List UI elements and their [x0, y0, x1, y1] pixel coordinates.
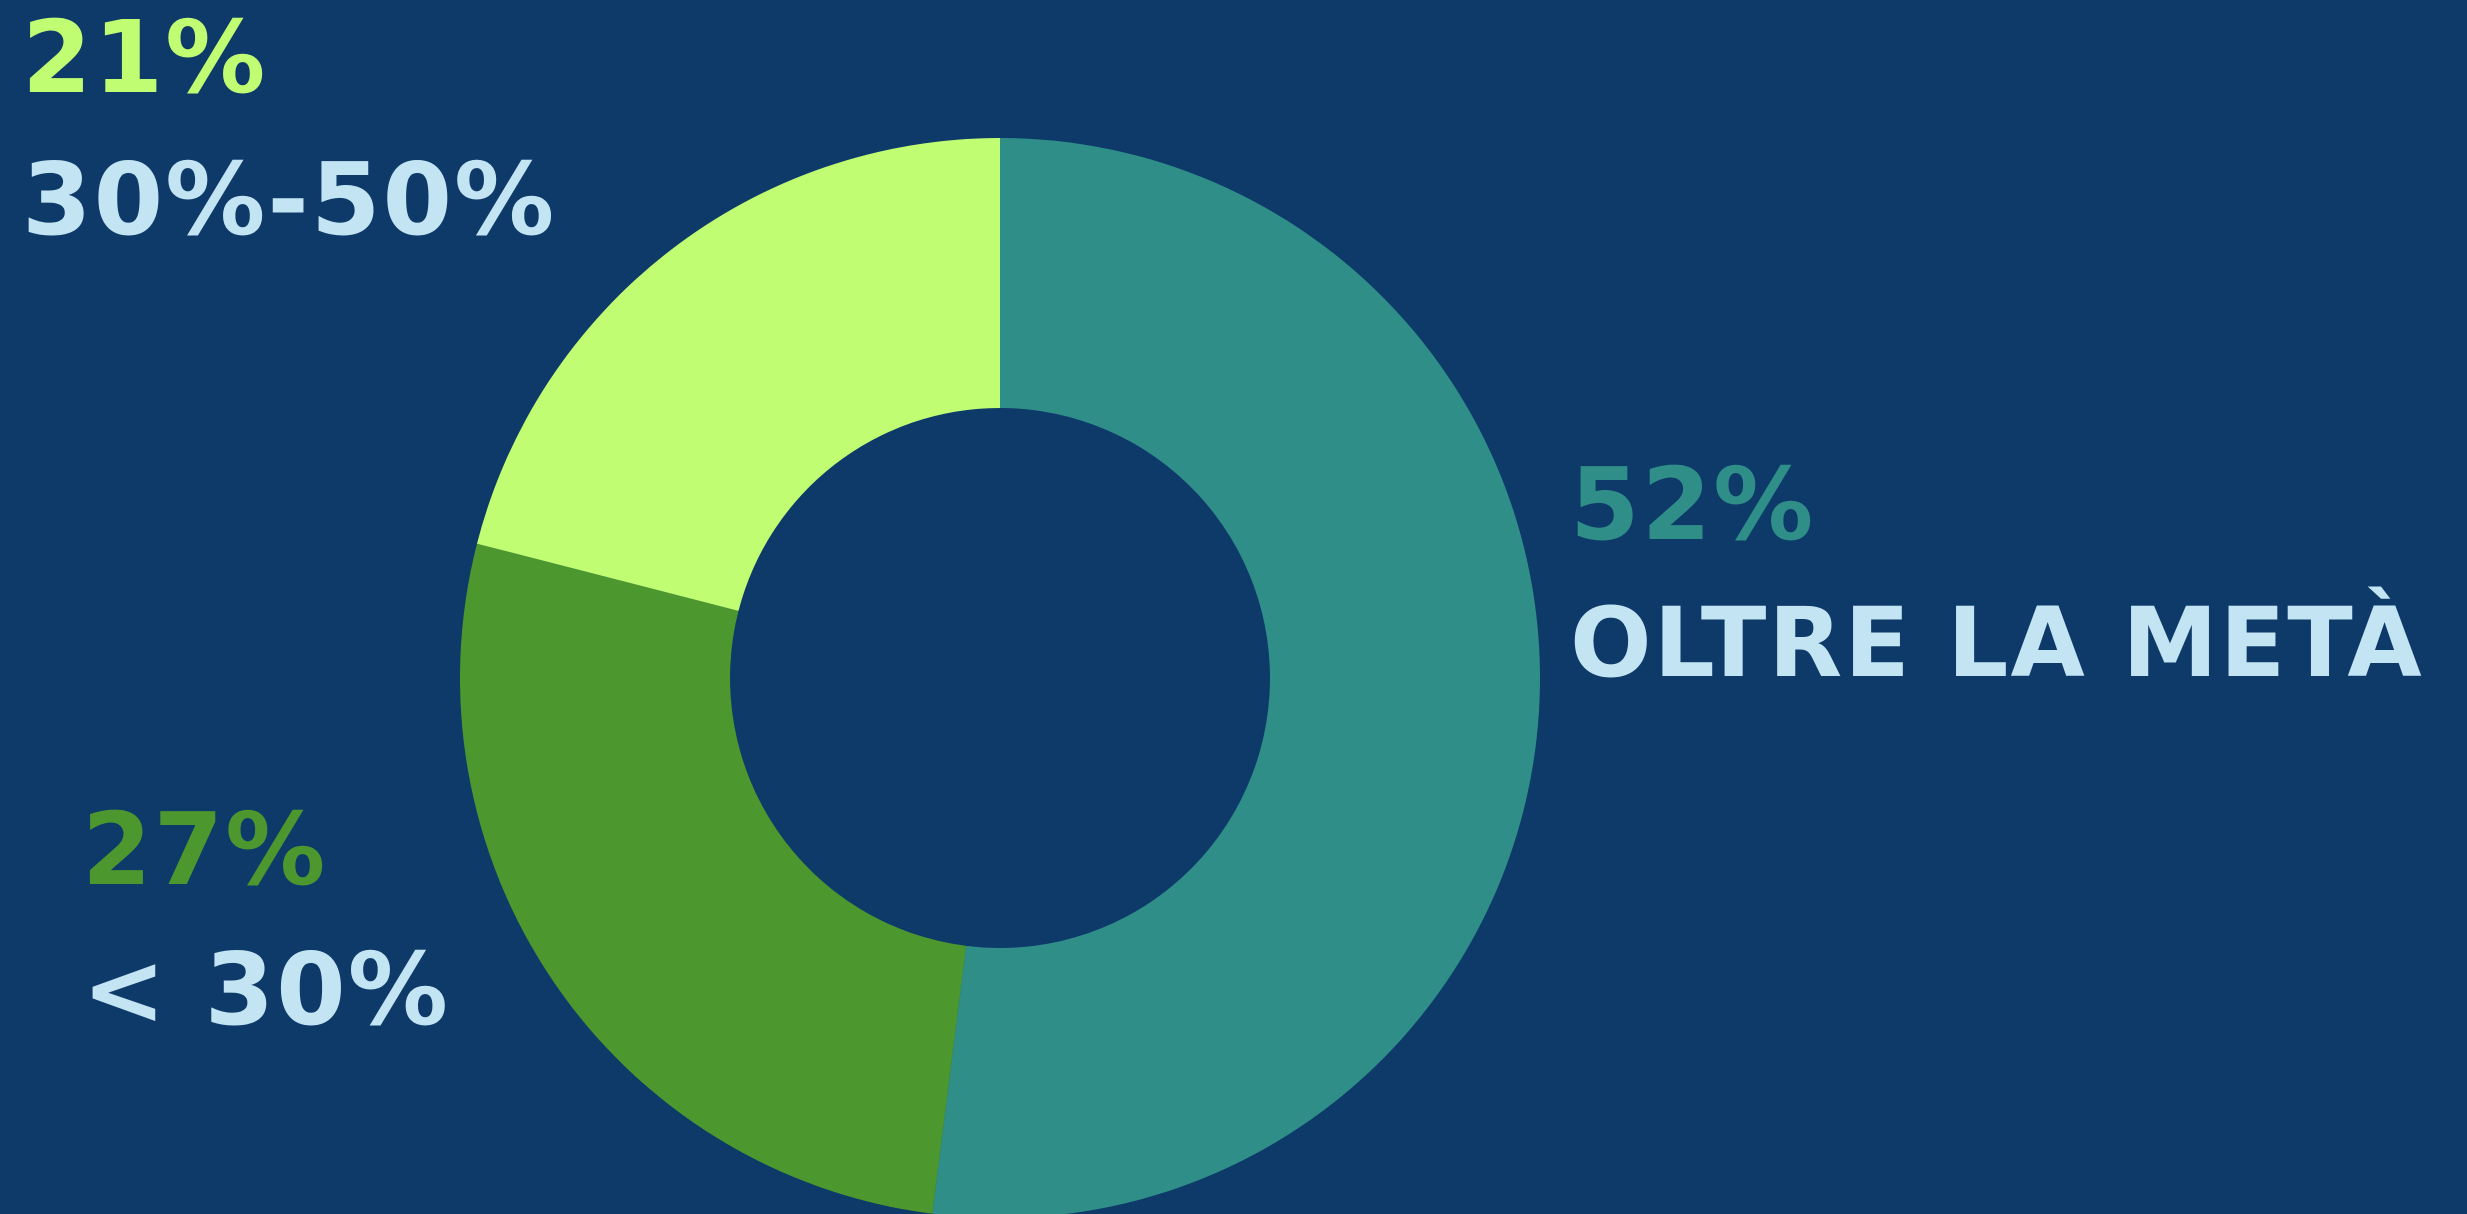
slice-category-label: OLTRE LA METÀ: [1570, 587, 2424, 699]
donut-slice: [459, 543, 967, 1214]
slice-category-label: < 30%: [82, 931, 450, 1048]
donut-slice: [932, 138, 1540, 1214]
slice-value-label: 21%: [22, 0, 268, 116]
slice-value-label: 52%: [1570, 446, 1816, 563]
donut-slice: [476, 138, 1000, 611]
slice-value-label: 27%: [82, 791, 328, 908]
slice-category-label: 30%-50%: [22, 141, 557, 258]
